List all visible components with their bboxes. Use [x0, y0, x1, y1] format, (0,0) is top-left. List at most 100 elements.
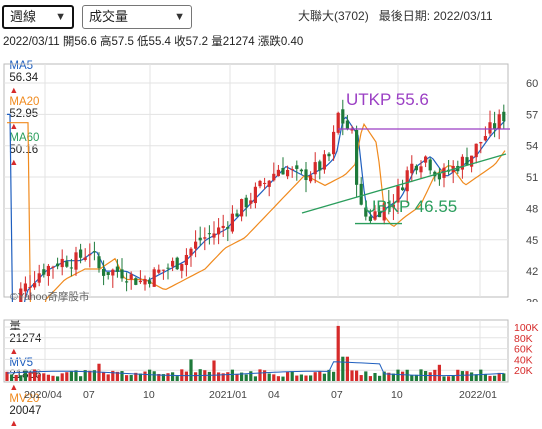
volume-bar: [217, 372, 221, 381]
volume-bar: [157, 373, 161, 381]
volume-bar: [447, 376, 451, 381]
candle-body: [221, 225, 225, 228]
ubkp-label: UBKP 46.55: [364, 197, 457, 216]
volume-bar: [272, 374, 276, 381]
indicator-select[interactable]: 成交量 ▼: [82, 5, 192, 29]
volume-bar: [5, 371, 9, 381]
candle-body: [281, 167, 285, 175]
volume-bar: [134, 372, 138, 381]
candle-body: [276, 169, 280, 177]
volume-bar: [290, 371, 294, 381]
up-arrow-icon: ▲: [9, 121, 19, 131]
candle-body: [230, 213, 234, 232]
volume-bar: [221, 373, 225, 381]
volume-bar: [299, 374, 303, 381]
price-tick-label: 39: [526, 297, 538, 302]
volume-bar: [410, 375, 414, 381]
volume-bar: [350, 370, 354, 381]
candle-body: [502, 111, 506, 122]
candle-body: [368, 216, 372, 222]
candle-body: [171, 260, 175, 267]
price-chart[interactable]: 60575451484542393633 UTKP 55.6 UBKP 46.5…: [0, 62, 542, 302]
candle-body: [483, 136, 487, 141]
x-tick-label: 07: [83, 389, 95, 401]
volume-bar: [152, 371, 156, 381]
candle-body: [88, 254, 92, 256]
ma5-value: 56.34: [9, 72, 39, 84]
volume-bar: [226, 372, 230, 381]
volume-tick-label: 100K: [514, 322, 539, 334]
candle-body: [207, 233, 211, 235]
x-tick-label: 10: [391, 389, 403, 401]
candle-body: [203, 237, 207, 239]
candle-body: [322, 154, 326, 170]
volume-bar: [56, 376, 60, 381]
volume-bar: [120, 371, 124, 381]
volume-bar: [327, 369, 331, 381]
volume-bar: [336, 325, 340, 381]
candle-body: [244, 197, 248, 208]
volume-bar: [207, 371, 211, 381]
candle-body: [217, 227, 221, 235]
volume-bar: [51, 375, 55, 381]
ma20-line: [7, 122, 506, 302]
period-select-value: 週線: [10, 9, 37, 24]
candle-body: [189, 248, 193, 256]
candle-body: [23, 283, 27, 292]
candle-body: [341, 109, 345, 124]
volume-bar: [267, 373, 271, 381]
volume-bar: [470, 372, 474, 381]
volume-bar: [258, 369, 262, 381]
volume-bar: [414, 374, 418, 381]
volume-bar: [355, 370, 359, 381]
candle-body: [263, 182, 267, 184]
volume-bar: [244, 374, 248, 381]
candle-body: [102, 268, 106, 276]
volume-bar: [240, 372, 244, 381]
candle-body: [74, 252, 78, 270]
candle-body: [46, 265, 50, 277]
volume-bar: [46, 374, 50, 381]
volume-bar: [474, 374, 478, 381]
volume-bar: [194, 372, 198, 381]
volume-bar: [143, 371, 147, 381]
volume-bar: [249, 371, 253, 381]
volume-bar: [42, 373, 46, 381]
volume-bar: [451, 375, 455, 381]
price-plot-frame: [3, 63, 509, 298]
price-tick-label: 48: [526, 203, 538, 215]
volume-bar: [483, 374, 487, 381]
volume-bar: [401, 371, 405, 381]
volume-bar: [60, 373, 64, 381]
volume-plot-frame: [3, 319, 509, 383]
chevron-down-icon: ▼: [174, 11, 185, 23]
candle-body: [401, 187, 405, 191]
volume-bar: [359, 375, 363, 381]
volume-bar: [488, 375, 492, 381]
candle-body: [60, 258, 64, 268]
volume-bar: [10, 374, 14, 381]
candle-body: [405, 170, 409, 192]
volume-bar: [382, 371, 386, 381]
volume-bar: [28, 372, 32, 381]
mv20-label: MV20: [9, 393, 40, 405]
volume-bar: [253, 376, 257, 381]
candle-body: [391, 204, 395, 208]
candle-body: [235, 213, 239, 217]
candle-body: [33, 283, 37, 288]
candle-body: [373, 211, 377, 220]
candle-body: [143, 279, 147, 285]
candle-body: [65, 261, 69, 267]
volume-bar: [396, 369, 400, 381]
volume-bar: [332, 371, 336, 381]
candle-body: [226, 227, 230, 229]
volume-bar: [322, 373, 326, 381]
candle-body: [345, 120, 349, 130]
period-select[interactable]: 週線 ▼: [2, 5, 74, 29]
candle-body: [175, 257, 179, 270]
volume-bar: [23, 370, 27, 381]
x-tick-label: 10: [143, 389, 155, 401]
volume-bar: [69, 371, 73, 381]
volume-bar: [19, 375, 23, 381]
